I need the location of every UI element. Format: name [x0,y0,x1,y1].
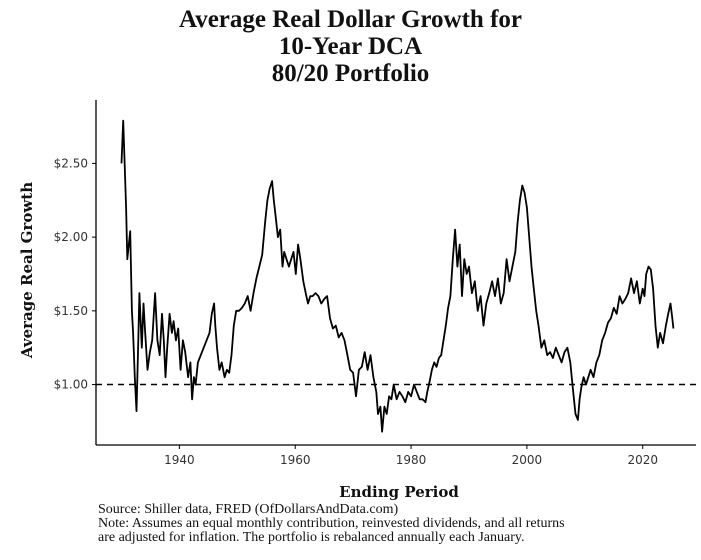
x-tick-label: 1960 [280,453,311,467]
y-tick-label: $2.50 [54,156,88,170]
plot-area: $1.00 $1.50 $2.00 $2.50 1940 1960 1980 2000 2020 [54,100,696,467]
x-axis-title: Ending Period [339,483,459,501]
chart-title-line: 80/20 Portfolio [271,60,430,87]
chart-title-line: 10-Year DCA [278,33,423,60]
y-tick-label: $1.50 [54,304,88,318]
source-note: Source: Shiller data, FRED (OfDollarsAnd… [98,502,399,517]
x-tick-label: 2020 [627,453,658,467]
chart-title: Average Real Dollar Growth for 10-Year D… [0,6,701,87]
chart-footer: Source: Shiller data, FRED (OfDollarsAnd… [98,503,565,545]
chart-title-line: Average Real Dollar Growth for [179,6,522,33]
methodology-note-line: are adjusted for inflation. The portfoli… [98,530,525,545]
x-tick-label: 1940 [164,453,195,467]
y-axis-title: Average Real Growth [18,182,36,359]
x-tick-label: 1980 [396,453,427,467]
x-tick-label: 2000 [512,453,543,467]
y-tick-label: $2.00 [54,230,88,244]
y-tick-label: $1.00 [54,378,88,392]
series-line [120,119,675,433]
methodology-note-line: Note: Assumes an equal monthly contribut… [98,516,565,531]
